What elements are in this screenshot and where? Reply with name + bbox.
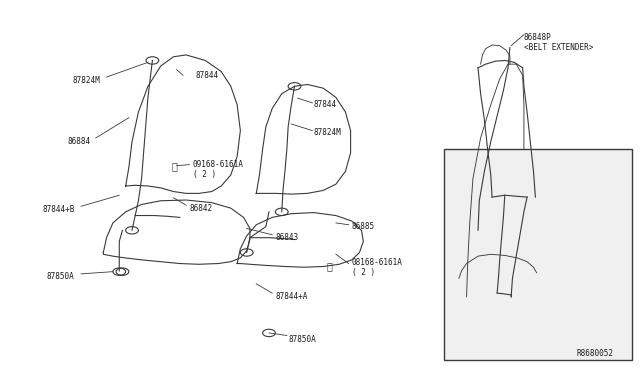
Text: 87844: 87844 [314,100,337,109]
Text: 86884: 86884 [67,137,91,146]
Text: 09168-6161A
( 2 ): 09168-6161A ( 2 ) [193,160,243,179]
Text: 87844+B: 87844+B [42,205,75,215]
Text: 87850A: 87850A [288,335,316,344]
Text: 87824M: 87824M [314,128,341,137]
Text: 87844: 87844 [196,71,219,80]
Text: R8680052: R8680052 [576,349,613,358]
Text: Ⓢ: Ⓢ [172,161,178,171]
Text: 87850A: 87850A [47,272,75,281]
Text: Ⓢ: Ⓢ [326,262,333,272]
Text: 86843: 86843 [275,233,298,242]
Text: 86848P
<BELT EXTENDER>: 86848P <BELT EXTENDER> [524,33,593,52]
Bar [444,149,632,359]
Text: 87824M: 87824M [72,76,100,85]
Text: 86885: 86885 [352,222,375,231]
Text: 08168-6161A
( 2 ): 08168-6161A ( 2 ) [352,257,403,277]
Text: 87844+A: 87844+A [275,292,308,301]
Text: 86842: 86842 [189,203,212,213]
